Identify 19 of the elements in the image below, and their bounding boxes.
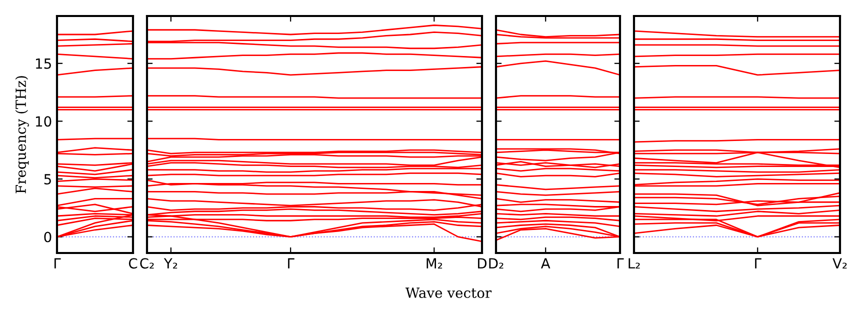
x-tick-label: Γ: [617, 258, 624, 268]
x-tick-label: Γ: [755, 258, 762, 268]
x-tick-label: Γ: [54, 258, 61, 268]
y-tick-label: 0: [44, 232, 52, 242]
x-tick-label: A: [540, 258, 550, 268]
x-tick-label: L₂: [628, 258, 640, 268]
x-tick-label: C: [128, 258, 138, 269]
x-tick-label: Y₂: [164, 258, 178, 268]
x-tick-label: V₂: [832, 258, 847, 268]
y-tick-label: 10: [36, 116, 52, 127]
x-tick-label: M₂: [426, 258, 442, 268]
x-tick-label: D: [478, 258, 487, 268]
x-axis-title: Wave vector: [405, 288, 492, 298]
y-tick-label: 15: [36, 58, 51, 69]
y-axis-title: Frequency (THz): [15, 76, 29, 194]
x-tick-label: Γ: [288, 258, 294, 268]
x-tick-label: D₂: [489, 258, 504, 268]
y-tick-label: 5: [44, 174, 51, 184]
x-tick-label: C₂: [140, 258, 154, 269]
